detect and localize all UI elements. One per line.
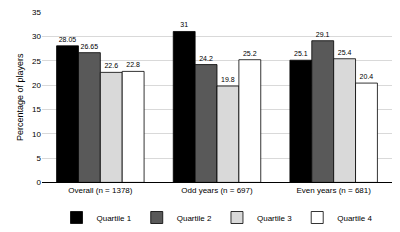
svg-text:Quartile 1: Quartile 1	[97, 214, 132, 223]
svg-text:25.2: 25.2	[243, 50, 257, 57]
svg-text:26.65: 26.65	[81, 43, 99, 50]
svg-text:19.8: 19.8	[221, 76, 235, 83]
svg-text:31: 31	[180, 21, 188, 28]
svg-text:25: 25	[32, 56, 41, 65]
svg-text:Quartile 3: Quartile 3	[257, 214, 292, 223]
svg-text:30: 30	[32, 32, 41, 41]
svg-text:5: 5	[37, 154, 42, 163]
svg-text:29.1: 29.1	[316, 31, 330, 38]
svg-text:20: 20	[32, 81, 41, 90]
svg-text:10: 10	[32, 130, 41, 139]
svg-text:Even years (n = 681): Even years (n = 681)	[296, 186, 371, 195]
svg-text:25.4: 25.4	[338, 49, 352, 56]
svg-text:35: 35	[32, 8, 41, 17]
svg-text:25.1: 25.1	[294, 50, 308, 57]
svg-text:Odd years (n = 697): Odd years (n = 697)	[181, 186, 253, 195]
svg-text:22.8: 22.8	[126, 61, 140, 68]
svg-text:28.05: 28.05	[59, 36, 77, 43]
svg-text:24.2: 24.2	[199, 55, 213, 62]
svg-text:20.4: 20.4	[360, 73, 374, 80]
svg-text:Percentage of players: Percentage of players	[15, 53, 25, 141]
svg-text:Quartile 4: Quartile 4	[337, 214, 372, 223]
svg-text:15: 15	[32, 105, 41, 114]
svg-text:Overall (n = 1378): Overall (n = 1378)	[68, 186, 133, 195]
svg-text:Quartile 2: Quartile 2	[177, 214, 212, 223]
svg-text:0: 0	[37, 178, 42, 187]
svg-text:22.6: 22.6	[104, 62, 118, 69]
